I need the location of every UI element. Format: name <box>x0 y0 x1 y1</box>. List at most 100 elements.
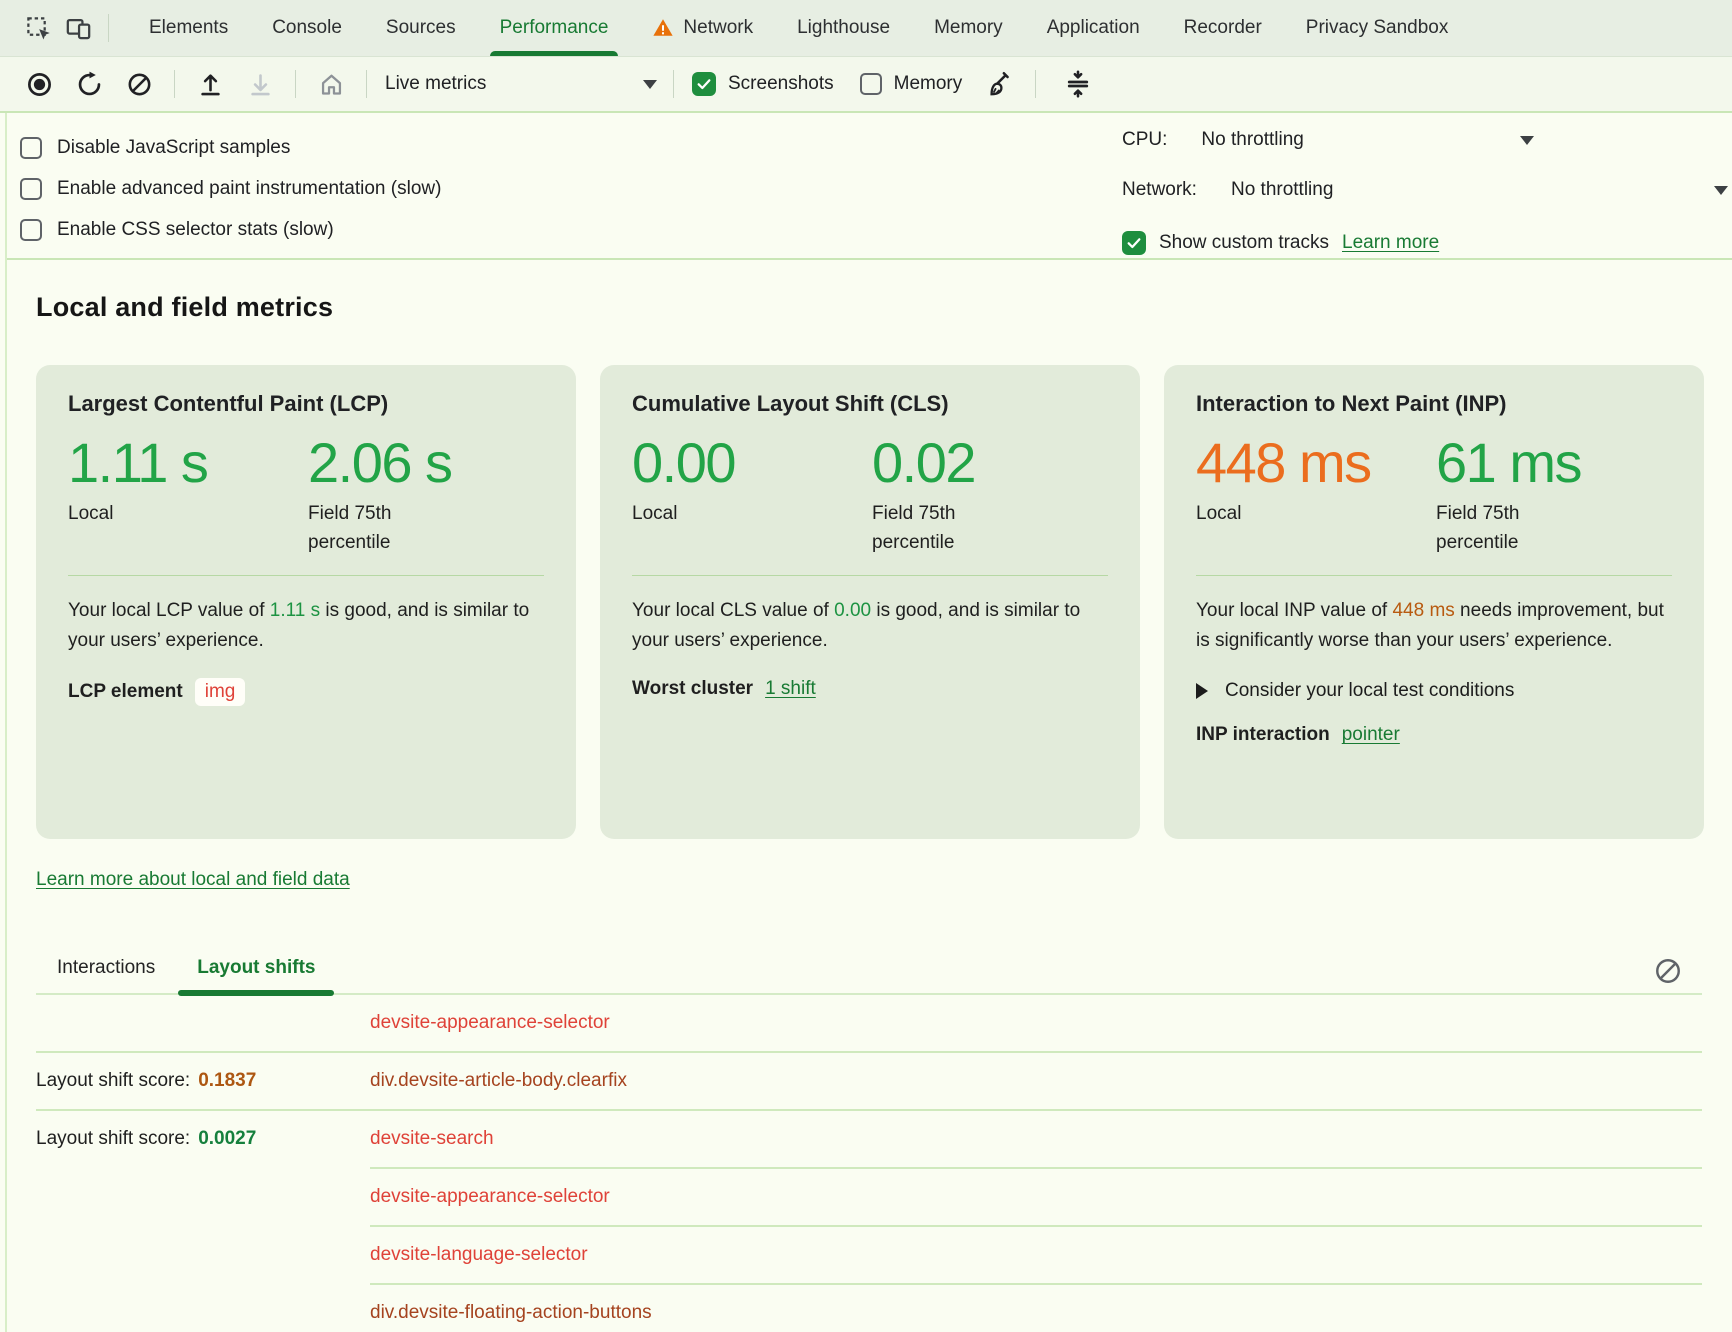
inspect-element-button[interactable] <box>18 8 58 48</box>
local-test-conditions-disclosure[interactable]: Consider your local test conditions <box>1196 680 1672 702</box>
devtools-tab-bar: Elements Console Sources Performance Net… <box>0 0 1732 57</box>
performance-toolbar: Live metrics Screenshots Memory <box>0 57 1732 113</box>
inp-local-value: 448 ms <box>1196 433 1436 493</box>
layout-shift-row: Layout shift score: 0.1837 div.devsite-a… <box>36 1053 1702 1109</box>
disable-js-samples-label: Disable JavaScript samples <box>57 137 290 159</box>
section-heading: Local and field metrics <box>36 292 1732 323</box>
screenshots-checkbox[interactable]: Screenshots <box>692 72 834 96</box>
disclosure-triangle-icon <box>1196 683 1208 699</box>
lcp-description: Your local LCP value of 1.11 s is good, … <box>68 596 544 656</box>
toolbar-separator <box>1035 70 1036 98</box>
inp-description: Your local INP value of 448 ms needs imp… <box>1196 596 1672 656</box>
unchecked-checkbox-icon <box>20 137 42 159</box>
worst-cluster-label: Worst cluster <box>632 678 753 700</box>
panel-tabs: Elements Console Sources Performance Net… <box>127 0 1470 56</box>
unchecked-checkbox-icon <box>20 219 42 241</box>
live-metrics-home-button[interactable] <box>311 64 351 104</box>
checked-checkbox-icon <box>692 72 716 96</box>
inp-field-label: Field 75th percentile <box>1436 499 1596 557</box>
tab-network[interactable]: Network <box>630 0 775 56</box>
lcp-card: Largest Contentful Paint (LCP) 1.11 s 2.… <box>36 365 576 839</box>
live-metrics-view: Local and field metrics Largest Contentf… <box>7 260 1732 1332</box>
device-toolbar-button[interactable] <box>58 8 98 48</box>
css-selector-stats-label: Enable CSS selector stats (slow) <box>57 219 334 241</box>
memory-label: Memory <box>894 73 963 95</box>
lcp-card-title: Largest Contentful Paint (LCP) <box>68 391 544 417</box>
custom-tracks-learn-more-link[interactable]: Learn more <box>1342 232 1439 254</box>
worst-cluster-link[interactable]: 1 shift <box>765 678 816 700</box>
cpu-throttling-select[interactable]: CPU: No throttling <box>1122 129 1534 151</box>
shift-score-label: Layout shift score: <box>36 1070 190 1092</box>
lcp-inline-value: 1.11 s <box>270 600 320 621</box>
inspect-cursor-icon <box>25 15 52 42</box>
tab-application[interactable]: Application <box>1025 0 1162 56</box>
chevron-down-icon <box>1714 186 1728 195</box>
shift-node-link[interactable]: devsite-search <box>370 1128 494 1150</box>
reload-icon <box>76 71 103 98</box>
show-custom-tracks-checkbox[interactable]: Show custom tracks Learn more <box>1122 231 1439 255</box>
history-dropdown[interactable]: Live metrics <box>385 73 657 95</box>
tab-memory[interactable]: Memory <box>912 0 1025 56</box>
cls-card-title: Cumulative Layout Shift (CLS) <box>632 391 1108 417</box>
inp-interaction-link[interactable]: pointer <box>1342 724 1400 746</box>
lcp-element-node-link[interactable]: img <box>195 678 246 706</box>
tab-performance[interactable]: Performance <box>478 0 631 56</box>
cls-card: Cumulative Layout Shift (CLS) 0.00 0.02 … <box>600 365 1140 839</box>
tab-sources[interactable]: Sources <box>364 0 478 56</box>
record-button[interactable] <box>19 64 59 104</box>
record-and-reload-button[interactable] <box>69 64 109 104</box>
local-test-conditions-label: Consider your local test conditions <box>1225 680 1514 702</box>
history-dropdown-value: Live metrics <box>385 73 486 95</box>
show-custom-tracks-label: Show custom tracks <box>1159 232 1329 254</box>
tab-lighthouse[interactable]: Lighthouse <box>775 0 912 56</box>
save-profile-button[interactable] <box>240 64 280 104</box>
shift-node-link[interactable]: devsite-appearance-selector <box>370 1012 610 1034</box>
layout-shift-row: div.devsite-floating-action-buttons <box>36 1285 1702 1332</box>
tab-console[interactable]: Console <box>250 0 364 56</box>
shift-node-link[interactable]: devsite-language-selector <box>370 1244 588 1266</box>
toolbar-separator <box>174 70 175 98</box>
collapse-arrows-icon <box>1064 70 1092 98</box>
vacuum-icon <box>986 70 1014 98</box>
load-profile-button[interactable] <box>190 64 230 104</box>
shift-node-link[interactable]: div.devsite-article-body.clearfix <box>370 1070 627 1092</box>
local-field-learn-more-link[interactable]: Learn more about local and field data <box>36 869 350 891</box>
tab-elements[interactable]: Elements <box>127 0 250 56</box>
network-throttling-select[interactable]: Network: No throttling <box>1122 179 1728 201</box>
shift-node-link[interactable]: devsite-appearance-selector <box>370 1186 610 1208</box>
css-selector-stats-checkbox[interactable]: Enable CSS selector stats (slow) <box>20 209 1732 250</box>
clear-button[interactable] <box>119 64 159 104</box>
chevron-down-icon <box>643 80 657 89</box>
layout-shift-row: devsite-appearance-selector <box>36 1169 1702 1225</box>
metric-cards: Largest Contentful Paint (LCP) 1.11 s 2.… <box>36 365 1704 839</box>
tab-privacy-sandbox[interactable]: Privacy Sandbox <box>1284 0 1471 56</box>
network-label: Network: <box>1122 179 1197 201</box>
cls-field-label: Field 75th percentile <box>872 499 1032 557</box>
performance-panel-body: Disable JavaScript samples Enable advanc… <box>5 113 1732 1332</box>
inp-interaction-label: INP interaction <box>1196 724 1330 746</box>
memory-checkbox[interactable]: Memory <box>860 73 963 95</box>
toolbar-separator <box>366 70 367 98</box>
collect-garbage-button[interactable] <box>980 64 1020 104</box>
chevron-down-icon <box>1520 136 1534 145</box>
unchecked-checkbox-icon <box>860 73 882 95</box>
shift-node-link[interactable]: div.devsite-floating-action-buttons <box>370 1302 652 1324</box>
device-toolbar-icon <box>65 15 92 42</box>
tab-recorder[interactable]: Recorder <box>1162 0 1284 56</box>
card-divider <box>68 575 544 576</box>
clear-icon <box>126 71 153 98</box>
card-divider <box>632 575 1108 576</box>
inp-inline-value: 448 ms <box>1392 600 1454 621</box>
capture-options: Disable JavaScript samples Enable advanc… <box>7 113 1732 260</box>
shift-score-value: 0.0027 <box>198 1128 256 1150</box>
clear-log-button[interactable] <box>1648 951 1688 991</box>
shift-score-label: Layout shift score: <box>36 1128 190 1150</box>
layout-shift-row: devsite-language-selector <box>36 1227 1702 1283</box>
tab-interactions[interactable]: Interactions <box>36 943 176 993</box>
tab-layout-shifts[interactable]: Layout shifts <box>176 943 336 993</box>
record-icon <box>26 71 53 98</box>
collapse-sections-button[interactable] <box>1058 64 1098 104</box>
inp-card: Interaction to Next Paint (INP) 448 ms 6… <box>1164 365 1704 839</box>
inp-field-value: 61 ms <box>1436 433 1672 493</box>
toolbar-separator <box>295 70 296 98</box>
